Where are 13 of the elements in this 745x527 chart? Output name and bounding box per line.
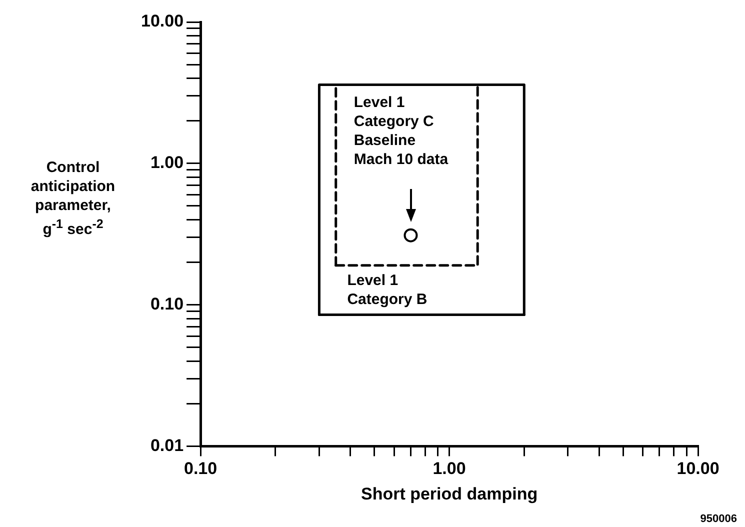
y-tick-label: 10.00 [140,12,184,31]
y-tick-label: 1.00 [150,153,184,172]
x-tick-label: 1.00 [432,459,466,478]
x-axis-title: Short period damping [360,484,538,504]
annotation: Baseline Mach 10 data [354,130,450,169]
annotation: Level 1 Category C [354,92,435,131]
x-tick-label: 0.10 [184,459,218,478]
y-tick-label: 0.01 [150,436,184,455]
y-tick-label: 0.10 [150,294,184,314]
annotation: Level 1 Category B [347,270,428,309]
x-tick-label: 10.00 [676,459,720,478]
text: 950006 [700,513,737,525]
y-axis-title: Control anticipation parameter, g$^{-1}$ sec$^{-2}$ [30,158,116,239]
